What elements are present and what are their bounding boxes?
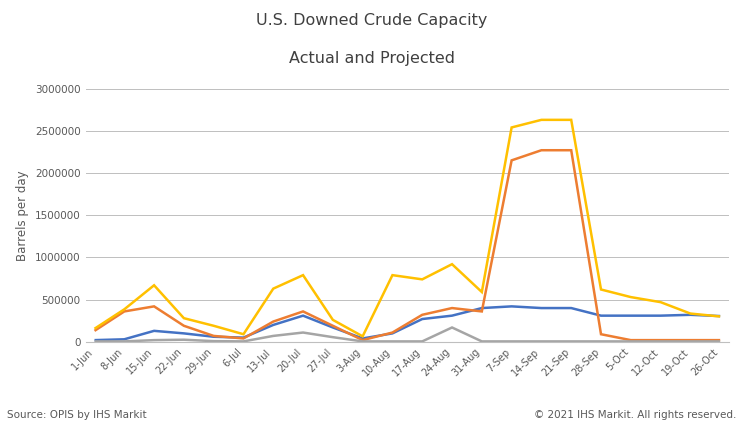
Y-axis label: Barrels per day: Barrels per day bbox=[16, 170, 30, 260]
Midwest bbox=[597, 313, 606, 318]
Total U.S. bbox=[150, 283, 158, 288]
Text: Actual and Projected: Actual and Projected bbox=[289, 51, 455, 66]
Gulf Coast bbox=[597, 332, 606, 337]
Total U.S. bbox=[448, 262, 457, 267]
Gulf Coast bbox=[626, 338, 635, 343]
West Coast bbox=[358, 339, 367, 344]
Gulf Coast bbox=[567, 148, 576, 153]
Total U.S. bbox=[478, 289, 487, 295]
Gulf Coast bbox=[120, 309, 129, 314]
Midwest bbox=[656, 313, 665, 318]
Gulf Coast bbox=[656, 338, 665, 343]
West Coast bbox=[418, 339, 427, 344]
Line: Midwest: Midwest bbox=[94, 306, 720, 340]
Total U.S. bbox=[567, 117, 576, 122]
Gulf Coast bbox=[448, 306, 457, 311]
Gulf Coast bbox=[716, 338, 725, 343]
Gulf Coast bbox=[328, 323, 337, 328]
Line: West Coast: West Coast bbox=[94, 327, 720, 341]
Total U.S. bbox=[209, 323, 218, 328]
West Coast bbox=[567, 339, 576, 344]
West Coast bbox=[656, 339, 665, 344]
Total U.S. bbox=[328, 317, 337, 322]
West Coast bbox=[239, 339, 248, 344]
Text: U.S. Downed Crude Capacity: U.S. Downed Crude Capacity bbox=[257, 13, 487, 28]
Gulf Coast bbox=[686, 338, 695, 343]
Midwest bbox=[120, 337, 129, 342]
West Coast bbox=[328, 335, 337, 340]
Midwest bbox=[179, 331, 188, 336]
Gulf Coast bbox=[90, 328, 99, 333]
Midwest bbox=[388, 331, 397, 336]
West Coast bbox=[298, 330, 307, 335]
Midwest bbox=[209, 334, 218, 339]
Midwest bbox=[269, 322, 278, 327]
Text: Source: OPIS by IHS Markit: Source: OPIS by IHS Markit bbox=[7, 410, 147, 420]
Total U.S. bbox=[269, 286, 278, 291]
West Coast bbox=[686, 339, 695, 344]
Line: Total U.S.: Total U.S. bbox=[94, 120, 720, 336]
West Coast bbox=[120, 339, 129, 344]
Gulf Coast bbox=[418, 312, 427, 317]
Line: Gulf Coast: Gulf Coast bbox=[94, 150, 720, 340]
West Coast bbox=[150, 338, 158, 343]
West Coast bbox=[537, 339, 546, 344]
Total U.S. bbox=[716, 314, 725, 319]
Gulf Coast bbox=[478, 309, 487, 314]
Midwest bbox=[298, 313, 307, 318]
West Coast bbox=[269, 333, 278, 338]
Total U.S. bbox=[358, 334, 367, 339]
West Coast bbox=[448, 325, 457, 330]
West Coast bbox=[597, 339, 606, 344]
Gulf Coast bbox=[298, 309, 307, 314]
Midwest bbox=[90, 338, 99, 343]
Gulf Coast bbox=[150, 304, 158, 309]
Midwest bbox=[239, 335, 248, 340]
Gulf Coast bbox=[507, 158, 516, 163]
Midwest bbox=[686, 312, 695, 317]
West Coast bbox=[626, 339, 635, 344]
Midwest bbox=[418, 316, 427, 322]
Gulf Coast bbox=[269, 319, 278, 324]
Gulf Coast bbox=[239, 336, 248, 341]
Midwest bbox=[537, 306, 546, 311]
Total U.S. bbox=[90, 326, 99, 331]
Total U.S. bbox=[656, 300, 665, 305]
Total U.S. bbox=[388, 273, 397, 278]
Total U.S. bbox=[239, 332, 248, 337]
Midwest bbox=[358, 336, 367, 341]
Midwest bbox=[626, 313, 635, 318]
West Coast bbox=[507, 339, 516, 344]
West Coast bbox=[478, 339, 487, 344]
Gulf Coast bbox=[209, 333, 218, 338]
Total U.S. bbox=[597, 287, 606, 292]
West Coast bbox=[388, 339, 397, 344]
Gulf Coast bbox=[179, 323, 188, 328]
Gulf Coast bbox=[388, 330, 397, 335]
Midwest bbox=[567, 306, 576, 311]
Total U.S. bbox=[686, 311, 695, 316]
Midwest bbox=[150, 328, 158, 333]
Midwest bbox=[716, 314, 725, 319]
Midwest bbox=[507, 304, 516, 309]
West Coast bbox=[90, 339, 99, 344]
Total U.S. bbox=[179, 316, 188, 321]
Total U.S. bbox=[537, 117, 546, 122]
Gulf Coast bbox=[358, 338, 367, 343]
Midwest bbox=[328, 325, 337, 330]
West Coast bbox=[716, 339, 725, 344]
West Coast bbox=[209, 338, 218, 344]
West Coast bbox=[179, 337, 188, 342]
Total U.S. bbox=[626, 295, 635, 300]
Midwest bbox=[448, 313, 457, 318]
Total U.S. bbox=[298, 273, 307, 278]
Midwest bbox=[478, 306, 487, 311]
Gulf Coast bbox=[537, 148, 546, 153]
Text: © 2021 IHS Markit. All rights reserved.: © 2021 IHS Markit. All rights reserved. bbox=[534, 410, 737, 420]
Total U.S. bbox=[507, 125, 516, 130]
Total U.S. bbox=[120, 307, 129, 312]
Total U.S. bbox=[418, 277, 427, 282]
